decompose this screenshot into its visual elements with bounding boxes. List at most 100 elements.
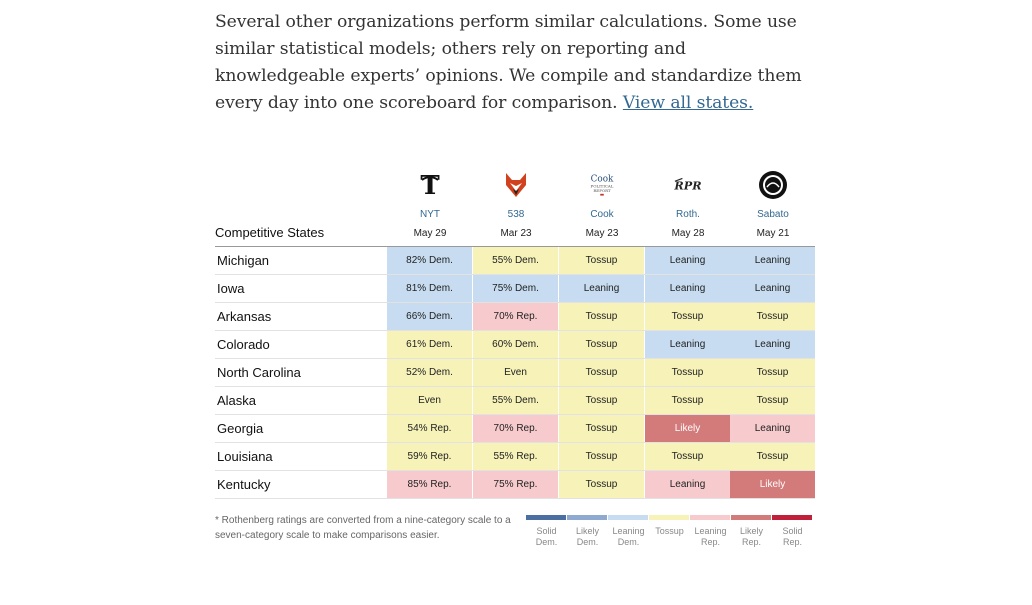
- rating-cell: Tossup: [559, 331, 644, 358]
- rating-cell: Leaning: [559, 275, 644, 302]
- row-divider: [215, 330, 815, 331]
- column-header-538[interactable]: 538: [507, 209, 525, 220]
- rating-cell: Leaning: [645, 471, 730, 498]
- legend-swatch: [526, 515, 566, 520]
- rating-cell: Likely: [645, 415, 730, 442]
- rating-cell: Leaning: [645, 247, 730, 274]
- legend-label: Likely Dem.: [575, 526, 599, 547]
- row-divider: [215, 442, 815, 443]
- column-header-sabato[interactable]: Sabato: [757, 209, 789, 220]
- rating-cell: 55% Rep.: [473, 443, 558, 470]
- rating-cell: Leaning: [730, 275, 815, 302]
- rating-cell: Likely: [730, 471, 815, 498]
- state-name: Kentucky: [217, 477, 271, 492]
- rating-cell: Tossup: [559, 471, 644, 498]
- table-row: Georgia 54% Rep. 70% Rep. Tossup Likely Leani…: [215, 415, 815, 443]
- rating-cell: Tossup: [559, 247, 644, 274]
- row-divider: [215, 386, 815, 387]
- table-row: Iowa 81% Dem. 75% Dem. Leaning Leaning Leanin…: [215, 275, 815, 303]
- legend-swatch: [608, 515, 648, 520]
- state-name: Louisiana: [217, 449, 273, 464]
- legend-label: Leaning Rep.: [694, 526, 727, 547]
- legend-item-likely-dem: Likely Dem.: [567, 515, 608, 548]
- table-row: Michigan 82% Dem. 55% Dem. Tossup Leaning Lea…: [215, 247, 815, 275]
- state-name: Michigan: [217, 253, 270, 268]
- legend-item-solid-rep: Solid Rep.: [772, 515, 813, 548]
- rating-cell: 59% Rep.: [387, 443, 472, 470]
- header-divider: [215, 246, 815, 247]
- column-header-cook[interactable]: Cook: [590, 209, 614, 220]
- legend-item-tossup: Tossup: [649, 515, 690, 537]
- row-divider: [215, 274, 815, 275]
- rating-cell: Leaning: [730, 415, 815, 442]
- table-row: Arkansas 66% Dem. 70% Rep. Tossup Tossup Toss…: [215, 303, 815, 331]
- rating-cell: Tossup: [559, 359, 644, 386]
- row-divider: [215, 302, 815, 303]
- column-date-sabato: May 21: [756, 228, 790, 239]
- rating-cell: 55% Dem.: [473, 387, 558, 414]
- state-name: Alaska: [217, 393, 257, 408]
- rating-cell: 60% Dem.: [473, 331, 558, 358]
- table-row: Alaska Even 55% Dem. Tossup Tossup Tossup: [215, 387, 815, 415]
- rating-cell: 82% Dem.: [387, 247, 472, 274]
- legend-label: Solid Rep.: [782, 526, 803, 547]
- state-name: Iowa: [217, 281, 245, 296]
- svg-text:Cook: Cook: [590, 174, 613, 184]
- rating-cell: Leaning: [730, 331, 815, 358]
- rpr-logo-icon: RPR: [673, 170, 703, 200]
- legend-swatch: [690, 515, 730, 520]
- rating-cell: Tossup: [730, 359, 815, 386]
- rating-cell: Tossup: [645, 303, 730, 330]
- rating-cell: Even: [473, 359, 558, 386]
- row-divider: [215, 358, 815, 359]
- legend-swatch: [567, 515, 607, 520]
- column-date-roth: May 28: [671, 228, 705, 239]
- state-name: North Carolina: [217, 365, 301, 380]
- rating-cell: Tossup: [559, 415, 644, 442]
- column-header-nyt[interactable]: NYT: [420, 209, 440, 220]
- fox-logo-icon: [501, 170, 531, 200]
- legend-swatch: [731, 515, 771, 520]
- column-date-538: Mar 23: [500, 228, 532, 239]
- rating-cell: 70% Rep.: [473, 415, 558, 442]
- rating-cell: Tossup: [559, 303, 644, 330]
- svg-text:T: T: [420, 172, 440, 198]
- rating-cell: 61% Dem.: [387, 331, 472, 358]
- rating-cell: 85% Rep.: [387, 471, 472, 498]
- rating-cell: Tossup: [559, 443, 644, 470]
- table-row: North Carolina 52% Dem. Even Tossup Tossup To…: [215, 359, 815, 387]
- column-header-roth[interactable]: Roth.: [676, 209, 700, 220]
- legend-item-likely-rep: Likely Rep.: [731, 515, 772, 548]
- rating-cell: Tossup: [559, 387, 644, 414]
- svg-text:POLITICAL: POLITICAL: [590, 184, 613, 189]
- rating-cell: 52% Dem.: [387, 359, 472, 386]
- rating-cell: 66% Dem.: [387, 303, 472, 330]
- legend-label: Tossup: [655, 526, 684, 536]
- intro-paragraph: Several other organizations perform simi…: [215, 9, 815, 117]
- rating-cell: Tossup: [645, 359, 730, 386]
- rating-cell: Tossup: [645, 443, 730, 470]
- nyt-logo-icon: T: [415, 170, 445, 200]
- rating-cell: Tossup: [730, 443, 815, 470]
- legend-label: Solid Dem.: [535, 526, 558, 547]
- cook-political-report-logo-icon: Cook POLITICAL REPORT: [587, 170, 617, 200]
- row-divider: [215, 470, 815, 471]
- competitive-states-header: Competitive States: [215, 225, 325, 240]
- legend-swatch: [649, 515, 689, 520]
- legend-label: Likely Rep.: [739, 526, 763, 547]
- state-name: Georgia: [217, 421, 264, 436]
- rating-cell: 70% Rep.: [473, 303, 558, 330]
- column-date-nyt: May 29: [413, 228, 447, 239]
- rating-cell: 81% Dem.: [387, 275, 472, 302]
- table-row: Louisiana 59% Rep. 55% Rep. Tossup Tossup Tos…: [215, 443, 815, 471]
- legend-item-lean-dem: Leaning Dem.: [608, 515, 649, 548]
- view-all-states-link[interactable]: View all states.: [622, 93, 754, 113]
- rating-cell: Leaning: [645, 331, 730, 358]
- state-name: Arkansas: [217, 309, 272, 324]
- legend-item-lean-rep: Leaning Rep.: [690, 515, 731, 548]
- rating-cell: Even: [387, 387, 472, 414]
- table-row: Kentucky 85% Rep. 75% Rep. Tossup Leaning Lik…: [215, 471, 815, 499]
- row-divider: [215, 414, 815, 415]
- intro-text: Several other organizations perform simi…: [215, 12, 802, 113]
- svg-text:RPR: RPR: [673, 179, 701, 193]
